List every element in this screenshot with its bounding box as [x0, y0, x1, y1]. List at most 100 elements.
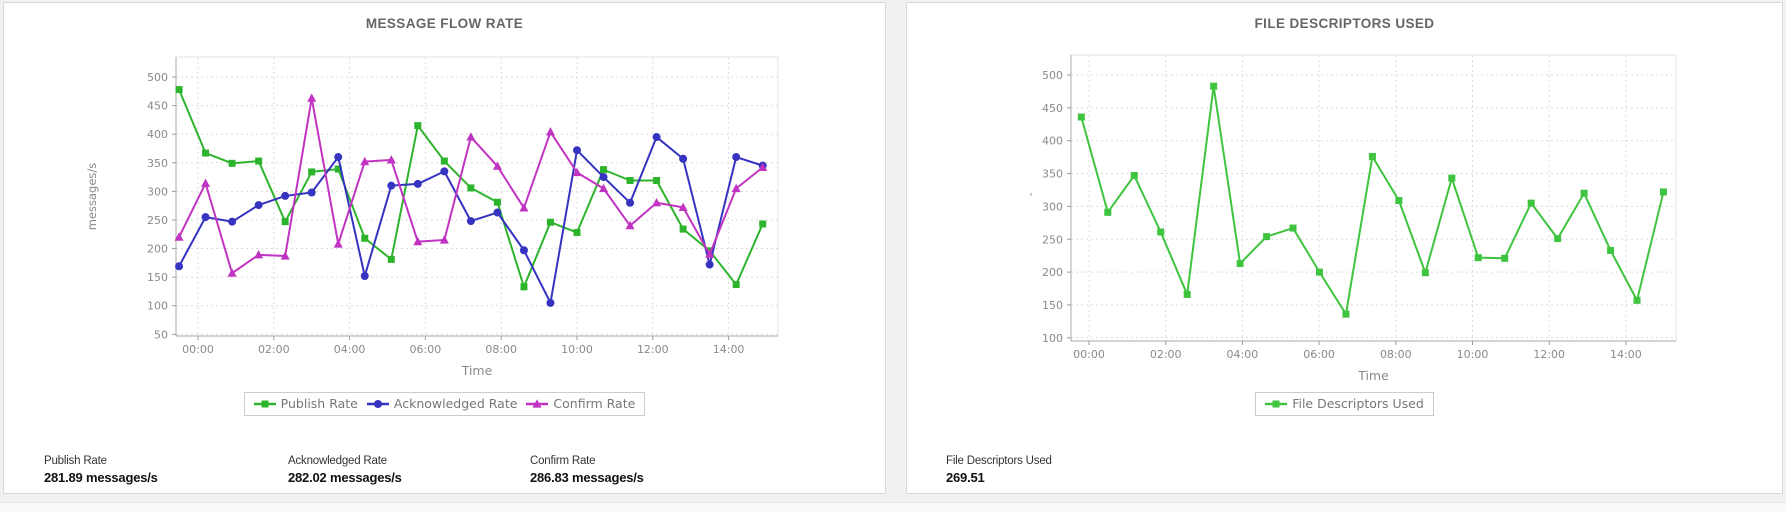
- y-tick-label: 350: [1042, 168, 1063, 181]
- acknowledged-rate-marker: [175, 262, 184, 271]
- x-axis-title: Time: [461, 363, 493, 378]
- file-descriptors-used-marker: [1077, 113, 1085, 121]
- message-flow-rate-chart: 500 450 400 350 300 250 200 150 100 50 00:00 02:00 0…: [85, 56, 779, 378]
- y-tick-label: 50: [154, 328, 168, 341]
- acknowledged-rate-marker: [573, 146, 581, 155]
- legend-item-acknowledged-rate[interactable]: Acknowledged Rate: [366, 396, 517, 411]
- confirm-rate-marker: [386, 155, 396, 164]
- y-tick-label: 400: [147, 128, 168, 141]
- stat-label: Publish Rate: [44, 455, 107, 467]
- x-tick-label: 00:00: [1073, 348, 1105, 361]
- plot-border: [175, 56, 779, 337]
- square-legend-marker: [261, 400, 269, 407]
- confirm-rate-marker: [545, 127, 555, 136]
- confirm-rate-marker: [360, 156, 370, 166]
- publish-rate-marker: [414, 122, 422, 130]
- publish-rate-marker: [228, 159, 236, 167]
- publish-rate-marker: [440, 157, 448, 165]
- x-tick-label: 14:00: [713, 343, 745, 356]
- acknowledged-rate-marker: [281, 191, 290, 200]
- confirm-rate-marker: [280, 251, 290, 260]
- legend-item-publish-rate[interactable]: Publish Rate: [253, 396, 358, 411]
- stat-value: 282.02 messages/s: [288, 470, 402, 485]
- confirm-rate-marker: [652, 197, 662, 207]
- chart-stats: Publish Rate 281.89 messages/s Acknowledge…: [4, 455, 885, 495]
- publish-rate-marker: [759, 220, 767, 228]
- confirm-rate-marker: [333, 239, 343, 248]
- legend-item-confirm-rate[interactable]: Confirm Rate: [526, 396, 635, 411]
- y-tick-label: 250: [1042, 233, 1063, 246]
- stat-file-descriptors-used: File Descriptors Used 269.51: [946, 455, 1052, 485]
- x-tick-label: 10:00: [1457, 348, 1489, 361]
- file-descriptors-used-marker: [1501, 254, 1509, 262]
- legend-box: File Descriptors Used: [1255, 392, 1434, 416]
- chart-title: MESSAGE FLOW RATE: [365, 16, 524, 31]
- legend-label: Confirm Rate: [553, 396, 636, 411]
- confirm-rate-marker: [413, 236, 423, 246]
- circle-legend-icon: [366, 399, 389, 408]
- y-tick-label: 500: [1042, 69, 1063, 82]
- y-tick-label: 300: [1042, 200, 1063, 213]
- publish-rate-marker: [308, 168, 316, 176]
- file-descriptors-used-chart: 500 450 400 350 300 250 200 150 100 00:00 02:00 04:…: [1029, 54, 1677, 383]
- file-descriptors-used-marker: [1289, 224, 1297, 232]
- publish-rate-marker: [732, 281, 740, 289]
- acknowledged-rate-marker: [626, 198, 635, 207]
- publish-rate-marker: [600, 166, 608, 174]
- stat-acknowledged-rate: Acknowledged Rate 282.02 messages/s: [288, 455, 402, 485]
- x-tick-label: 10:00: [561, 343, 593, 356]
- confirm-rate-marker: [678, 202, 688, 211]
- file-descriptors-used-marker: [1607, 246, 1615, 254]
- stat-publish-rate: Publish Rate 281.89 messages/s: [44, 455, 158, 485]
- legend-label: Publish Rate: [280, 396, 358, 411]
- confirm-rate-marker: [705, 249, 715, 258]
- file-descriptors-used-marker: [1157, 228, 1165, 236]
- acknowledged-rate-marker: [599, 173, 608, 182]
- confirm-rate-marker: [519, 203, 529, 212]
- x-tick-label: 08:00: [485, 343, 517, 356]
- y-tick-label: 200: [1042, 266, 1063, 279]
- stat-label: Confirm Rate: [530, 455, 596, 467]
- x-tick-label: 02:00: [258, 343, 290, 356]
- y-tick-label: 300: [147, 185, 168, 198]
- confirm-rate-marker: [572, 167, 582, 177]
- file-descriptors-used-marker: [1342, 310, 1350, 318]
- x-tick-label: 02:00: [1150, 348, 1182, 361]
- y-axis-title: messages/s: [85, 163, 99, 231]
- publish-rate-marker: [626, 176, 634, 184]
- file-descriptors-used-marker: [1474, 254, 1482, 262]
- confirm-rate-marker: [731, 183, 741, 193]
- stat-confirm-rate: Confirm Rate 286.83 messages/s: [530, 455, 644, 485]
- confirm-rate-marker: [254, 250, 264, 259]
- acknowledged-rate-marker: [493, 208, 502, 217]
- publish-rate-marker: [467, 184, 475, 192]
- circle-legend-marker: [373, 399, 382, 408]
- publish-rate-marker: [281, 218, 289, 226]
- publish-rate-marker: [202, 149, 210, 157]
- y-tick-label: 100: [147, 300, 168, 313]
- x-tick-label: 06:00: [1303, 348, 1335, 361]
- legend-item-file-descriptors-used[interactable]: File Descriptors Used: [1265, 396, 1424, 411]
- x-tick-label: 06:00: [410, 343, 442, 356]
- publish-rate-marker: [653, 176, 661, 184]
- publish-rate-marker: [679, 225, 687, 233]
- acknowledged-rate-marker: [307, 188, 316, 197]
- acknowledged-rate-marker: [705, 260, 714, 269]
- file-descriptors-used-marker: [1210, 82, 1218, 90]
- file-descriptors-used-marker: [1130, 172, 1138, 180]
- file-descriptors-used-marker: [1633, 296, 1641, 304]
- file-descriptors-used-marker: [1421, 269, 1429, 277]
- publish-rate-marker: [361, 234, 369, 242]
- acknowledged-rate-marker: [732, 153, 741, 162]
- acknowledged-rate-marker: [519, 246, 528, 255]
- acknowledged-rate-marker: [652, 133, 661, 142]
- file-descriptors-used-marker: [1263, 233, 1271, 241]
- file-descriptors-used-line: [1080, 85, 1665, 316]
- page-bottom-strip: [0, 502, 1786, 512]
- panel-message-flow-rate: 500 450 400 350 300 250 200 150 100 50 00:00 02:00 0…: [3, 2, 886, 494]
- acknowledged-rate-marker: [201, 213, 210, 222]
- publish-rate-marker: [546, 218, 554, 226]
- publish-rate-marker: [493, 198, 501, 206]
- acknowledged-rate-marker: [387, 181, 396, 190]
- file-descriptors-used-marker: [1448, 174, 1456, 182]
